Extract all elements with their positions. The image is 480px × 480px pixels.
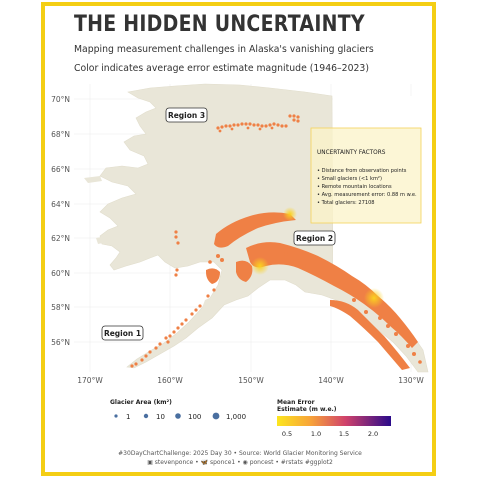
color-legend-subtitle: Estimate (m w.e.)	[277, 406, 337, 413]
page-title: THE HIDDEN UNCERTAINTY	[74, 12, 365, 37]
lat-label: 56°N	[51, 338, 70, 347]
color-legend-label: 1.5	[339, 430, 349, 438]
latitude-labels: 70°N 68°N 66°N 64°N 62°N 60°N 58°N 56°N	[51, 95, 70, 347]
region-label-3: Region 3	[165, 107, 208, 123]
lat-label: 60°N	[51, 269, 70, 278]
info-item: • Distance from observation points	[317, 168, 407, 174]
color-legend-bar	[277, 416, 391, 426]
color-legend-label: 1.0	[311, 430, 321, 438]
region-label-1: Region 1	[101, 325, 144, 341]
lat-label: 58°N	[51, 303, 70, 312]
svg-text:Region 1: Region 1	[104, 329, 141, 338]
color-legend-title: Mean Error	[277, 399, 315, 406]
lat-label: 66°N	[51, 165, 70, 174]
subtitle-line-1: Mapping measurement challenges in Alaska…	[74, 44, 374, 55]
high-error-hotspots	[251, 207, 384, 308]
lat-label: 70°N	[51, 95, 70, 104]
size-legend-dot	[143, 413, 149, 419]
region-label-2: Region 2	[293, 230, 336, 246]
svg-text:Region 3: Region 3	[168, 111, 205, 120]
subtitle-line-2: Color indicates average error estimate m…	[74, 63, 369, 74]
nunivak-island	[96, 236, 108, 244]
lon-label: 140°W	[318, 376, 344, 385]
info-item: • Total glaciers: 27108	[317, 200, 375, 206]
svg-text:Region 2: Region 2	[296, 234, 333, 243]
size-legend-title: Glacier Area (km²)	[110, 399, 172, 406]
uncertainty-info-box: UNCERTAINTY FACTORS • Distance from obse…	[310, 127, 422, 224]
size-legend-dot	[212, 412, 220, 420]
kodiak-island	[202, 296, 216, 312]
info-item: • Avg. measurement error: 0.88 m w.e.	[317, 192, 417, 198]
size-legend-label: 100	[188, 413, 201, 421]
size-legend-label: 1,000	[226, 413, 246, 421]
color-legend: Mean Error Estimate (m w.e.) 0.5 1.0 1.5…	[277, 399, 391, 438]
caption-source: #30DayChartChallenge: 2025 Day 30 • Sour…	[118, 450, 362, 457]
lon-label: 130°W	[398, 376, 424, 385]
size-legend-label: 10	[156, 413, 165, 421]
size-legend: Glacier Area (km²) 1 10 100 1,000	[110, 399, 246, 421]
lon-label: 170°W	[77, 376, 103, 385]
lat-label: 62°N	[51, 234, 70, 243]
info-box-heading: UNCERTAINTY FACTORS	[317, 150, 386, 156]
glaciers-alaska-range	[206, 212, 422, 370]
lat-label: 64°N	[51, 200, 70, 209]
color-legend-label: 2.0	[368, 430, 378, 438]
lat-label: 68°N	[51, 130, 70, 139]
lon-label: 160°W	[157, 376, 183, 385]
info-item: • Remote mountain locations	[317, 184, 392, 190]
glaciers-peninsula	[130, 288, 216, 368]
color-legend-label: 0.5	[282, 430, 292, 438]
info-item: • Small glaciers (<1 km²)	[317, 176, 382, 182]
lon-label: 150°W	[238, 376, 264, 385]
st-lawrence-island	[84, 176, 102, 183]
size-legend-dot	[114, 414, 118, 418]
glaciers-brooks-range	[174, 114, 300, 277]
caption-social: ▣ stevenponce • 🦋 sponce1 • ◉ poncest • …	[147, 459, 333, 466]
longitude-labels: 170°W 160°W 150°W 140°W 130°W	[77, 376, 424, 385]
size-legend-dot	[175, 413, 181, 419]
size-legend-label: 1	[126, 413, 130, 421]
